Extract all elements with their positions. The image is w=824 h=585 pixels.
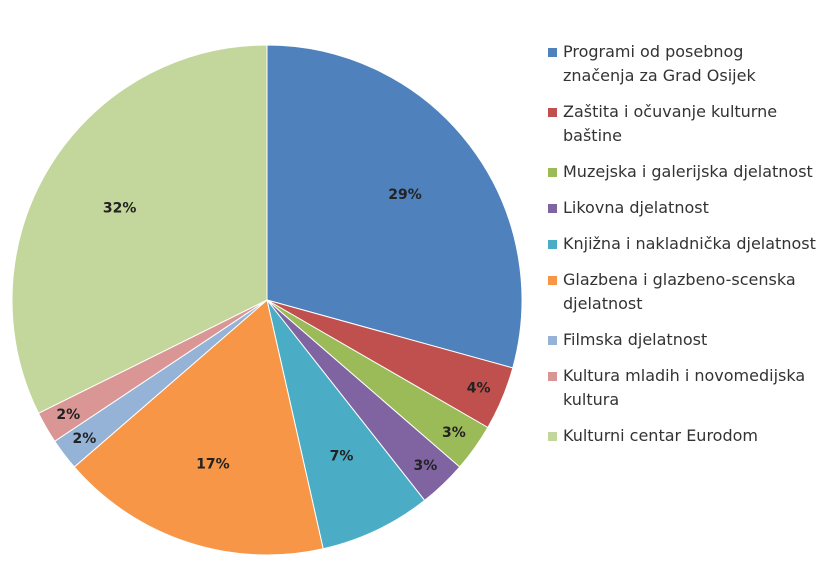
legend-swatch <box>548 432 557 441</box>
legend-item: Filmska djelatnost <box>548 328 818 352</box>
legend-swatch <box>548 240 557 249</box>
legend-swatch <box>548 336 557 345</box>
legend-label: Kultura mladih i novomedijska kultura <box>563 366 806 409</box>
legend-item: Kulturni centar Eurodom <box>548 424 818 448</box>
data-label: 2% <box>72 431 96 447</box>
legend-label: Glazbena i glazbeno-scenska djelatnost <box>563 270 796 313</box>
legend-swatch <box>548 48 557 57</box>
legend: Programi od posebnog značenja za Grad Os… <box>548 40 818 448</box>
legend-item: Muzejska i galerijska djelatnost <box>548 160 818 184</box>
pie-slice <box>73 299 324 556</box>
legend-item: Kultura mladih i novomedijska kultura <box>548 364 818 412</box>
legend-item: Knjižna i nakladnička djelatnost <box>548 232 818 256</box>
data-label: 3% <box>442 425 466 441</box>
legend-label: Knjižna i nakladnička djelatnost <box>563 234 816 253</box>
data-label: 7% <box>330 449 354 465</box>
pie-slice <box>266 299 426 550</box>
legend-label: Kulturni centar Eurodom <box>563 426 758 445</box>
legend-item: Zaštita i očuvanje kulturne baštine <box>548 100 818 148</box>
legend-swatch <box>548 108 557 117</box>
legend-swatch <box>548 168 557 177</box>
legend-swatch <box>548 276 557 285</box>
data-label: 2% <box>56 407 80 423</box>
pie-slice <box>266 44 523 369</box>
data-label: 29% <box>388 187 422 203</box>
pie-slice <box>11 44 268 414</box>
legend-swatch <box>548 372 557 381</box>
pie-area: 29% 4% 3% 3% 7% 17% 2% 2% 32% <box>11 44 523 556</box>
legend-item: Glazbena i glazbeno-scenska djelatnost <box>548 268 818 316</box>
data-label: 17% <box>196 457 230 473</box>
legend-item: Likovna djelatnost <box>548 196 818 220</box>
data-label: 3% <box>413 458 437 474</box>
legend-label: Zaštita i očuvanje kulturne baštine <box>563 102 778 145</box>
legend-label: Likovna djelatnost <box>563 198 709 217</box>
data-label: 32% <box>103 201 137 217</box>
data-label: 4% <box>467 381 491 397</box>
legend-label: Muzejska i galerijska djelatnost <box>563 162 813 181</box>
legend-swatch <box>548 204 557 213</box>
legend-label: Filmska djelatnost <box>563 330 708 349</box>
legend-label: Programi od posebnog značenja za Grad Os… <box>563 42 756 85</box>
legend-item: Programi od posebnog značenja za Grad Os… <box>548 40 818 88</box>
